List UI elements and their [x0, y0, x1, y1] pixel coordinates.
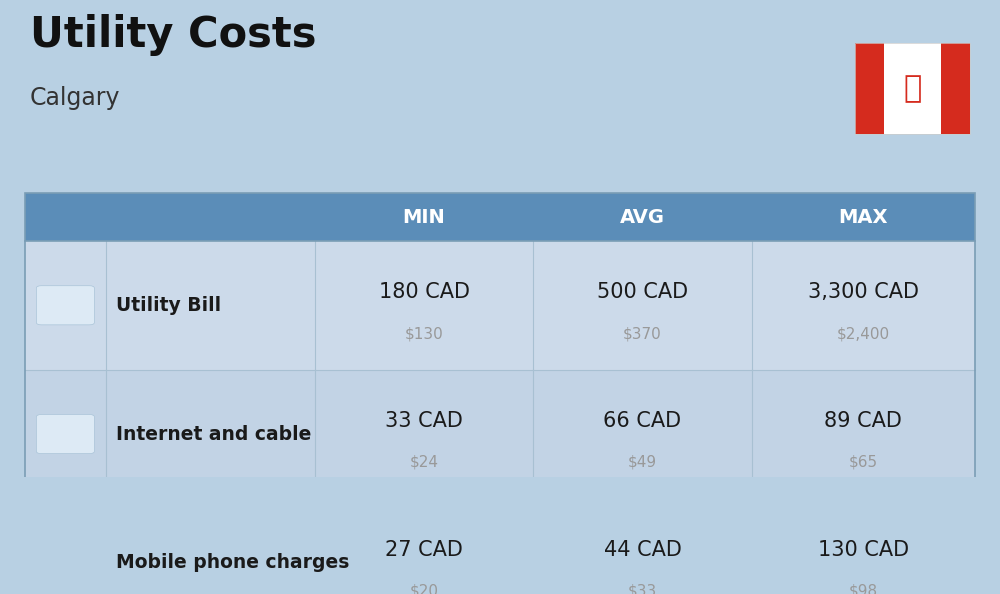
Text: Utility Costs: Utility Costs	[30, 14, 316, 56]
Text: $24: $24	[410, 455, 439, 470]
Text: $98: $98	[849, 584, 878, 594]
Text: 🍁: 🍁	[903, 74, 922, 103]
Text: 66 CAD: 66 CAD	[603, 411, 682, 431]
Bar	[25, 498, 975, 594]
Text: AVG: AVG	[620, 207, 665, 226]
Bar	[941, 43, 970, 134]
Text: 89 CAD: 89 CAD	[824, 411, 902, 431]
Text: MAX: MAX	[839, 207, 888, 226]
Text: Calgary: Calgary	[30, 86, 120, 110]
Text: $65: $65	[849, 455, 878, 470]
Bar	[855, 43, 970, 134]
Text: 500 CAD: 500 CAD	[597, 282, 688, 302]
Text: MIN: MIN	[403, 207, 445, 226]
Text: Internet and cable: Internet and cable	[116, 425, 311, 444]
Text: 44 CAD: 44 CAD	[604, 540, 681, 560]
Bar	[25, 369, 975, 498]
FancyBboxPatch shape	[36, 544, 94, 583]
Text: 3,300 CAD: 3,300 CAD	[808, 282, 919, 302]
Text: 130 CAD: 130 CAD	[818, 540, 909, 560]
Text: $370: $370	[623, 326, 662, 341]
Text: 27 CAD: 27 CAD	[385, 540, 463, 560]
Bar	[855, 43, 884, 134]
Text: $49: $49	[628, 455, 657, 470]
Text: $33: $33	[628, 584, 657, 594]
Text: $130: $130	[405, 326, 443, 341]
Text: $2,400: $2,400	[837, 326, 890, 341]
Text: Utility Bill: Utility Bill	[116, 296, 221, 315]
Bar	[25, 193, 975, 241]
Text: Mobile phone charges: Mobile phone charges	[116, 554, 349, 573]
Text: $20: $20	[410, 584, 439, 594]
FancyBboxPatch shape	[36, 415, 94, 454]
Bar	[25, 241, 975, 369]
FancyBboxPatch shape	[36, 286, 94, 325]
Text: 33 CAD: 33 CAD	[385, 411, 463, 431]
Text: 180 CAD: 180 CAD	[379, 282, 470, 302]
Bar	[855, 43, 970, 134]
